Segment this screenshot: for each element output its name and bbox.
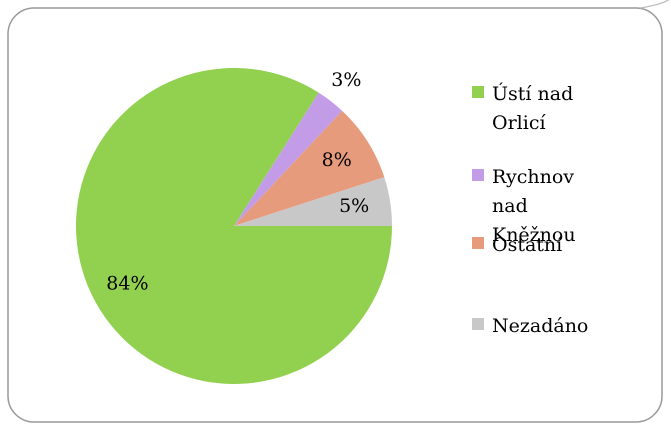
pie-slice (234, 110, 385, 226)
pie-slice (234, 177, 393, 226)
pie-slice (234, 92, 343, 226)
legend-swatch (472, 237, 484, 249)
legend-item: Rychnov nad Kněžnou (472, 163, 612, 250)
legend-item: Nezadáno (472, 312, 612, 341)
data-label: 3% (331, 69, 361, 91)
legend-label: Rychnov nad Kněžnou (492, 166, 576, 246)
legend-label: Ústí nad Orlicí (492, 83, 574, 134)
frame-decoration (639, 0, 670, 9)
legend-swatch (472, 169, 484, 181)
legend-item: Ostatní (472, 231, 612, 260)
legend-swatch (472, 318, 484, 330)
legend-label: Nezadáno (492, 315, 589, 337)
legend-label: Ostatní (492, 234, 563, 256)
legend-item: Ústí nad Orlicí (472, 80, 612, 138)
pie-slice (76, 68, 392, 385)
data-label: 8% (322, 149, 352, 171)
data-label: 84% (106, 273, 148, 295)
legend-swatch (472, 86, 484, 98)
data-label: 5% (339, 195, 369, 217)
